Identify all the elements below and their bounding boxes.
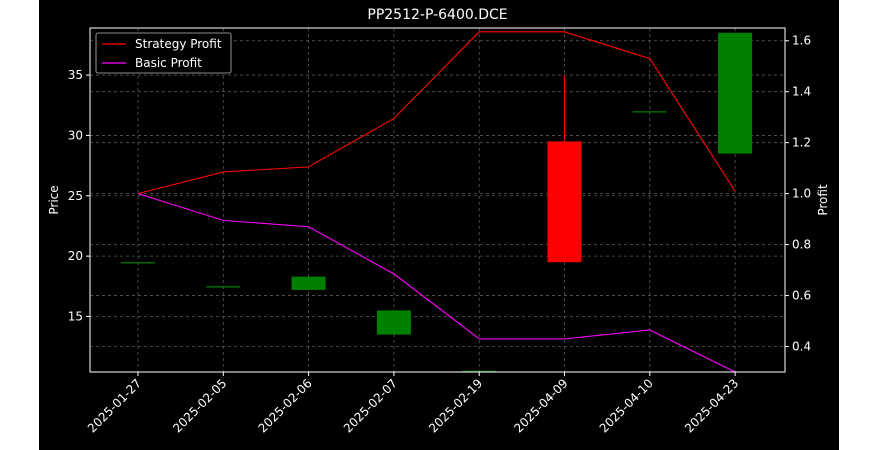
series-line — [137, 193, 736, 373]
x-tick-label: 2025-01-27 — [85, 376, 144, 435]
y-axis-label-left: Price — [47, 185, 61, 214]
legend-box — [95, 32, 232, 74]
candle-body — [121, 262, 155, 264]
y-tick-label-right: 0.8 — [792, 238, 811, 252]
series-line — [137, 31, 736, 195]
y-tick-label-right: 0.4 — [792, 340, 811, 354]
x-tick-label: 2025-02-07 — [341, 376, 400, 435]
legend-label: Basic Profit — [135, 56, 202, 70]
x-tick-label: 2025-04-23 — [682, 376, 741, 435]
y-tick-label-left: 25 — [68, 189, 83, 203]
candle-body — [291, 276, 326, 290]
candle-body — [376, 310, 411, 335]
y-tick-label-right: 1.0 — [792, 187, 811, 201]
candle-body — [462, 370, 497, 372]
plot-frame — [89, 27, 786, 373]
axis-layer: 15 20 25 30 35 0.4 0.6 0.8 1.0 1.2 1.4 1.6 2025-01-2… — [68, 34, 811, 436]
y-axis-label-right: Profit — [816, 184, 830, 216]
y-tick-label-right: 1.2 — [792, 136, 811, 150]
chart-title: PP2512-P-6400.DCE — [367, 7, 507, 23]
legend: Strategy Profit Basic Profit — [95, 32, 232, 74]
y-tick-label-left: 20 — [68, 249, 83, 263]
y-tick-label-right: 0.6 — [792, 289, 811, 303]
y-tick-label-left: 15 — [68, 309, 83, 323]
candle-body — [718, 32, 753, 154]
legend-label: Strategy Profit — [135, 37, 222, 51]
y-tick-label-right: 1.4 — [792, 85, 811, 99]
candle-layer — [121, 32, 753, 372]
x-tick-label: 2025-02-19 — [426, 376, 485, 435]
x-tick-label: 2025-02-05 — [170, 376, 229, 435]
y-tick-label-right: 1.6 — [792, 34, 811, 48]
x-tick-label: 2025-04-10 — [597, 376, 656, 435]
grid-layer — [90, 28, 785, 372]
candle-body — [632, 111, 667, 113]
line-layer — [137, 31, 736, 373]
candle-body — [547, 141, 582, 263]
y-tick-label-left: 30 — [68, 128, 83, 142]
x-tick-label: 2025-04-09 — [511, 376, 570, 435]
candle-body — [206, 286, 241, 288]
y-tick-label-left: 35 — [68, 68, 83, 82]
x-tick-label: 2025-02-06 — [256, 376, 315, 435]
